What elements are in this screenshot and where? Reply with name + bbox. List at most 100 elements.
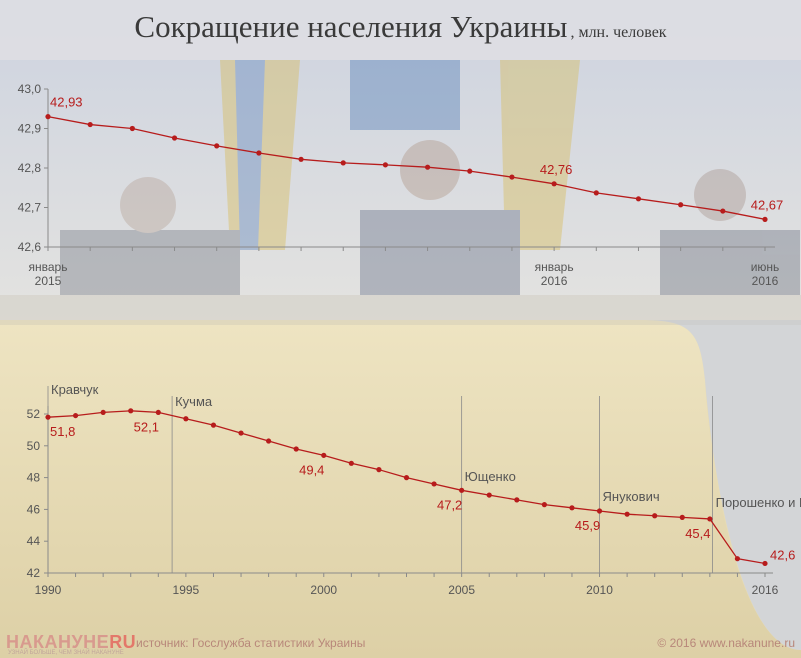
data-point (467, 168, 473, 174)
data-point (256, 150, 262, 156)
data-point (183, 416, 189, 422)
title-unit: , млн. человек (570, 24, 667, 41)
data-point (348, 460, 354, 466)
data-label: 42,6 (770, 547, 795, 562)
data-point (214, 143, 220, 149)
title-main: Сокращение населения Украины (134, 9, 568, 44)
data-label: 52,1 (134, 419, 159, 434)
term-label: Порошенко и Ко (716, 495, 801, 510)
logo-main: НАКАНУНЕ (6, 632, 110, 652)
data-point (624, 511, 630, 517)
title-bar: Сокращение населения Украины, млн. челов… (0, 0, 801, 60)
x-tick-label: 2015 (35, 274, 62, 288)
logo-tagline: УЗНАЙ БОЛЬШЕ, ЧЕМ ЗНАЙ НАКАНУНЕ (8, 650, 124, 656)
logo: НАКАНУНЕRU (6, 632, 136, 653)
data-point (45, 414, 51, 420)
data-point (45, 114, 51, 120)
data-point (486, 492, 492, 498)
data-point (635, 196, 642, 202)
x-tick-label: 2005 (448, 583, 475, 597)
x-tick-label: январь (535, 260, 574, 274)
y-tick-label: 42 (27, 566, 41, 580)
data-point (762, 216, 768, 222)
data-point (403, 475, 410, 481)
term-label: Ющенко (465, 469, 516, 484)
title: Сокращение населения Украины, млн. челов… (134, 9, 666, 45)
x-tick-label: 2016 (752, 274, 779, 288)
data-point (376, 467, 382, 473)
term-label: Кучма (175, 394, 213, 409)
data-point (707, 516, 713, 522)
copyright: © 2016 www.nakanune.ru (657, 636, 795, 650)
data-point (382, 162, 389, 168)
y-tick-label: 42,7 (18, 201, 42, 215)
data-point (321, 452, 327, 458)
y-tick-label: 42,6 (18, 240, 42, 254)
data-point (509, 174, 515, 180)
x-tick-label: июнь (751, 260, 780, 274)
data-point (129, 125, 135, 132)
data-point (340, 160, 346, 166)
data-point (72, 412, 79, 419)
data-label: 49,4 (299, 462, 324, 477)
y-tick-label: 52 (27, 407, 41, 421)
x-tick-label: 2016 (752, 583, 779, 597)
x-tick-label: январь (29, 260, 68, 274)
source-note: источник: Госслужба статистики Украины (136, 636, 366, 650)
data-point (298, 156, 304, 162)
data-point (87, 121, 93, 128)
data-point (293, 446, 299, 452)
logo-accent: RU (109, 632, 137, 652)
term-label: Янукович (603, 489, 660, 504)
x-tick-label: 2000 (310, 583, 337, 597)
data-point (734, 556, 741, 562)
term-label: Кравчук (51, 382, 99, 397)
data-point (720, 208, 726, 214)
y-tick-label: 43,0 (18, 82, 42, 96)
data-point (155, 409, 161, 416)
data-point (569, 505, 575, 511)
data-point (652, 513, 658, 519)
x-tick-label: 2010 (586, 583, 613, 597)
data-point (431, 481, 437, 487)
y-tick-label: 50 (27, 439, 41, 453)
data-point (210, 422, 217, 428)
chart-historical: 52 50 48 46 44 42 1990 1995 2000 2005 2010 2016 Крав… (27, 382, 801, 597)
series-line (47, 116, 766, 220)
data-label: 51,8 (50, 424, 75, 439)
x-tick-label: 1995 (173, 583, 200, 597)
y-tick-label: 48 (27, 471, 41, 485)
footer: НАКАНУНЕRU УЗНАЙ БОЛЬШЕ, ЧЕМ ЗНАЙ НАКАНУ… (0, 630, 801, 658)
x-tick-label: 1990 (35, 583, 62, 597)
data-point (514, 497, 520, 503)
data-point (171, 135, 178, 141)
data-point (593, 190, 599, 196)
y-tick-label: 46 (27, 502, 41, 516)
data-point (424, 164, 431, 170)
y-tick-label: 44 (27, 534, 41, 548)
data-label: 47,2 (437, 497, 462, 512)
chart-recent: 43,042,942,842,742,6январь2015январь2016… (18, 82, 784, 288)
data-label: 45,4 (685, 526, 710, 541)
data-label: 45,9 (575, 518, 600, 533)
data-point (762, 560, 768, 567)
data-point (238, 430, 244, 436)
x-tick-label: 2016 (541, 274, 568, 288)
photo-backdrop (0, 60, 801, 325)
data-point (678, 202, 684, 208)
y-tick-label: 42,8 (18, 161, 42, 175)
data-label: 42,93 (50, 95, 83, 110)
data-point (551, 181, 557, 187)
data-point (459, 487, 465, 493)
data-label: 42,67 (751, 197, 784, 212)
data-point (100, 409, 106, 416)
data-point (128, 408, 134, 414)
y-tick-label: 42,9 (18, 122, 42, 136)
data-point (679, 514, 685, 520)
data-label: 42,76 (540, 162, 573, 177)
data-point (596, 508, 603, 514)
panel-curl (640, 320, 801, 650)
data-point (541, 502, 547, 508)
data-point (266, 438, 272, 444)
